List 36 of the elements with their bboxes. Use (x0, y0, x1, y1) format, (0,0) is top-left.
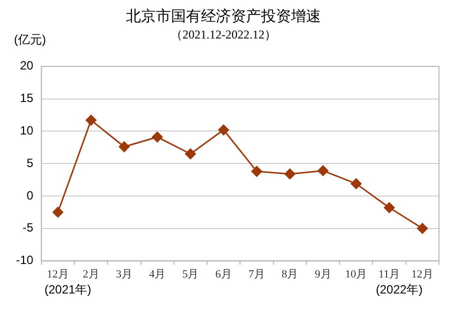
point (251, 166, 262, 177)
x-tick-label: 10月 (345, 268, 368, 280)
y-tick-label: -5 (22, 220, 34, 235)
x-tick-label: 3月 (116, 268, 132, 280)
point (218, 124, 230, 136)
point (384, 202, 395, 214)
point (284, 168, 296, 180)
point (350, 178, 362, 190)
chart-title: 北京市国有经济资产投资增速 (126, 8, 321, 25)
y-tick-label: 15 (20, 91, 34, 106)
x-tick-label: 8月 (282, 268, 298, 280)
point (52, 206, 64, 218)
x-tick-label: 11月 (378, 268, 400, 280)
point (152, 132, 163, 143)
y-tick-label: 10 (20, 124, 34, 138)
x-tick-label: 6月 (215, 268, 232, 280)
point (184, 148, 196, 160)
y-axis-title: (亿元) (14, 32, 46, 46)
x-tick-label: 4月 (149, 268, 166, 280)
chart-subtitle: （2021.12-2022.12） (170, 27, 276, 42)
text: (2021年) (44, 282, 92, 296)
x-tick-label: 9月 (314, 268, 332, 280)
y-tick-label: -10 (16, 253, 34, 268)
point (318, 165, 329, 176)
y-tick-label: 20 (20, 58, 34, 73)
x-tick-label: 12月 (411, 268, 434, 280)
point (416, 222, 428, 234)
point (118, 141, 130, 152)
x-tick-label: 5月 (182, 268, 199, 280)
x-tick-label: 12月 (46, 268, 69, 280)
y-tick-label: 5 (26, 156, 34, 170)
x-tick-label: 7月 (248, 268, 265, 280)
x-tick-label: 2月 (82, 268, 100, 280)
point (86, 114, 97, 126)
text: (2022年) (376, 282, 423, 296)
y-tick-label: 0 (26, 188, 34, 202)
